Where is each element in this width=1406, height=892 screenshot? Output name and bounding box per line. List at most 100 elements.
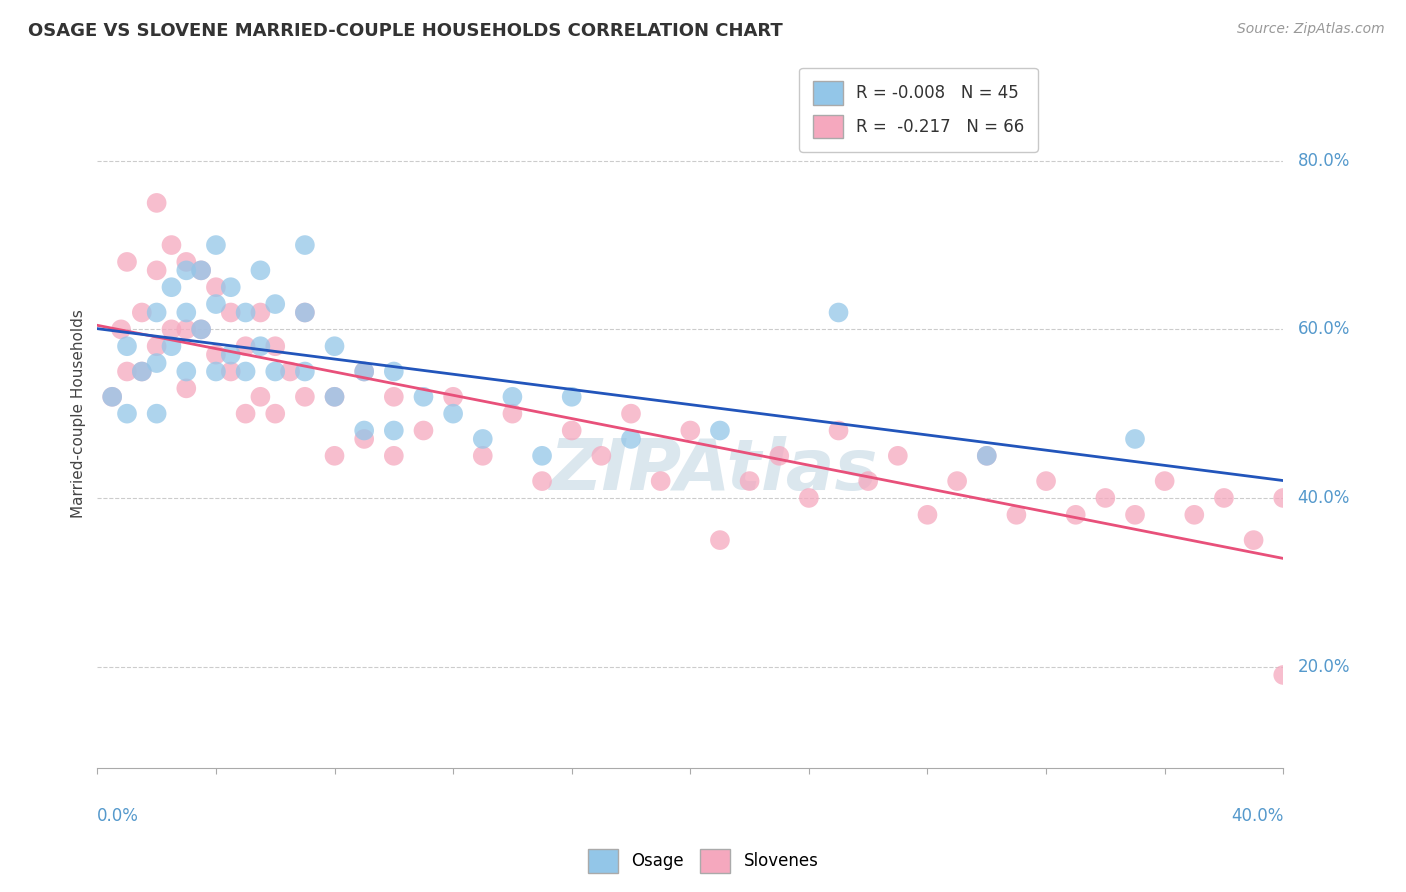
Point xyxy=(976,449,998,463)
Point xyxy=(110,322,132,336)
Point xyxy=(561,424,583,438)
Point xyxy=(145,339,167,353)
Point xyxy=(382,364,405,378)
Point xyxy=(235,339,257,353)
Point xyxy=(115,364,138,378)
Point xyxy=(531,449,554,463)
Point xyxy=(278,364,301,378)
Point xyxy=(591,449,613,463)
Point xyxy=(101,390,124,404)
Point xyxy=(131,364,153,378)
Point xyxy=(1123,432,1146,446)
Point xyxy=(160,238,183,252)
Point xyxy=(190,263,212,277)
Point xyxy=(115,339,138,353)
Point xyxy=(1005,508,1028,522)
Point xyxy=(205,238,228,252)
Text: Source: ZipAtlas.com: Source: ZipAtlas.com xyxy=(1237,22,1385,37)
Point xyxy=(249,305,271,319)
Point xyxy=(174,322,197,336)
Point xyxy=(1243,533,1265,547)
Text: 20.0%: 20.0% xyxy=(1298,657,1350,675)
Point xyxy=(1035,474,1057,488)
Text: 40.0%: 40.0% xyxy=(1230,806,1284,824)
Point xyxy=(101,390,124,404)
Point xyxy=(205,297,228,311)
Point xyxy=(205,364,228,378)
Point xyxy=(412,390,434,404)
Point xyxy=(1064,508,1087,522)
Point xyxy=(441,407,464,421)
Point xyxy=(174,305,197,319)
Point xyxy=(145,263,167,277)
Point xyxy=(709,533,731,547)
Point xyxy=(620,407,643,421)
Point xyxy=(190,263,212,277)
Point xyxy=(205,348,228,362)
Point xyxy=(294,238,316,252)
Point xyxy=(856,474,879,488)
Point xyxy=(412,424,434,438)
Point xyxy=(160,339,183,353)
Point xyxy=(353,364,375,378)
Point xyxy=(501,390,523,404)
Point xyxy=(131,305,153,319)
Point xyxy=(294,390,316,404)
Point xyxy=(1272,668,1295,682)
Point xyxy=(174,381,197,395)
Point xyxy=(115,255,138,269)
Point xyxy=(219,280,242,294)
Point xyxy=(382,424,405,438)
Point xyxy=(1272,491,1295,505)
Point xyxy=(294,364,316,378)
Point xyxy=(1153,474,1175,488)
Point xyxy=(797,491,820,505)
Point xyxy=(917,508,939,522)
Point xyxy=(131,364,153,378)
Point xyxy=(1182,508,1205,522)
Point xyxy=(219,364,242,378)
Point xyxy=(249,339,271,353)
Point xyxy=(174,255,197,269)
Point xyxy=(323,390,346,404)
Point xyxy=(768,449,790,463)
Point xyxy=(471,449,494,463)
Text: OSAGE VS SLOVENE MARRIED-COUPLE HOUSEHOLDS CORRELATION CHART: OSAGE VS SLOVENE MARRIED-COUPLE HOUSEHOL… xyxy=(28,22,783,40)
Point xyxy=(174,263,197,277)
Text: 60.0%: 60.0% xyxy=(1298,320,1350,338)
Point xyxy=(294,305,316,319)
Point xyxy=(353,432,375,446)
Text: 40.0%: 40.0% xyxy=(1298,489,1350,507)
Point xyxy=(946,474,969,488)
Point xyxy=(441,390,464,404)
Point xyxy=(353,364,375,378)
Point xyxy=(190,322,212,336)
Point xyxy=(1123,508,1146,522)
Text: 80.0%: 80.0% xyxy=(1298,152,1350,169)
Point xyxy=(145,195,167,210)
Point xyxy=(976,449,998,463)
Point xyxy=(264,407,287,421)
Point xyxy=(145,305,167,319)
Text: 0.0%: 0.0% xyxy=(97,806,139,824)
Point xyxy=(190,322,212,336)
Point xyxy=(827,424,849,438)
Point xyxy=(382,390,405,404)
Point xyxy=(145,356,167,370)
Point xyxy=(205,280,228,294)
Point xyxy=(561,390,583,404)
Point xyxy=(353,424,375,438)
Point xyxy=(235,364,257,378)
Point xyxy=(249,263,271,277)
Point xyxy=(264,297,287,311)
Point xyxy=(264,339,287,353)
Point xyxy=(235,407,257,421)
Point xyxy=(219,348,242,362)
Point xyxy=(160,322,183,336)
Point xyxy=(235,305,257,319)
Point xyxy=(323,449,346,463)
Point xyxy=(323,339,346,353)
Legend: Osage, Slovenes: Osage, Slovenes xyxy=(581,842,825,880)
Point xyxy=(650,474,672,488)
Point xyxy=(1094,491,1116,505)
